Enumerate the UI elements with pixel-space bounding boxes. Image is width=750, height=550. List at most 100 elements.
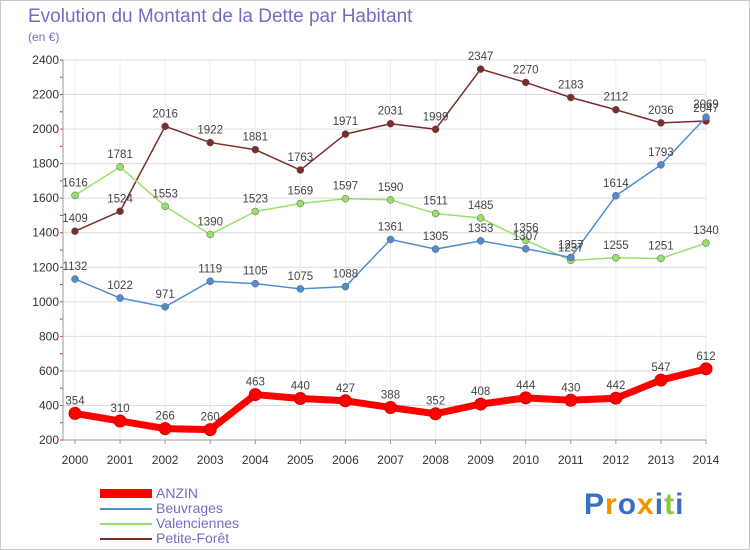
x-tick-label: 2006	[332, 453, 359, 467]
data-point-petite-for-t	[567, 93, 575, 102]
y-tick-label: 200	[39, 433, 59, 447]
legend-label-anzin: ANZIN	[156, 485, 198, 501]
x-tick-label: 2003	[197, 453, 224, 467]
logo-letter: o	[617, 488, 638, 521]
legend-item-anzin: ANZIN	[100, 486, 239, 501]
y-tick-label: 2200	[32, 88, 59, 102]
data-label-beuvrages: 971	[156, 289, 175, 301]
x-tick-label: 2001	[107, 453, 134, 467]
data-point-anzin	[113, 414, 127, 428]
y-tick-label: 400	[39, 398, 59, 412]
legend-label-beuvrages: Beuvrages	[156, 500, 223, 516]
data-point-anzin	[699, 362, 713, 376]
legend-item-valenciennes: Valenciennes	[100, 516, 239, 531]
x-tick-label: 2014	[693, 453, 720, 467]
data-point-anzin	[68, 406, 82, 420]
data-label-anzin: 440	[291, 381, 310, 393]
y-tick-label: 2000	[32, 122, 59, 136]
x-tick-label: 2007	[377, 453, 404, 467]
data-point-anzin	[654, 373, 668, 387]
data-point-anzin	[158, 422, 172, 436]
data-label-valenciennes: 1356	[513, 222, 539, 234]
logo-letter: r	[605, 488, 618, 521]
data-point-beuvrages	[476, 237, 485, 245]
x-tick-label: 2013	[648, 453, 675, 467]
data-label-beuvrages: 1105	[243, 266, 268, 278]
data-point-beuvrages	[386, 235, 395, 244]
data-label-petite-for-t: 2112	[603, 92, 628, 104]
data-point-valenciennes	[161, 202, 169, 211]
data-label-valenciennes: 1569	[288, 186, 314, 198]
data-point-anzin	[338, 394, 352, 408]
data-label-anzin: 408	[471, 386, 490, 398]
data-label-beuvrages: 1257	[558, 239, 584, 251]
logo-letter: t	[664, 488, 676, 521]
x-tick-label: 2008	[422, 453, 449, 467]
logo-letter: i	[654, 488, 665, 521]
data-label-valenciennes: 1340	[693, 225, 719, 237]
data-point-beuvrages	[296, 285, 305, 293]
y-tick-label: 1000	[32, 295, 59, 309]
data-label-valenciennes: 1597	[333, 181, 359, 193]
data-point-beuvrages	[702, 113, 710, 121]
data-point-beuvrages	[116, 294, 124, 302]
legend-label-valenciennes: Valenciennes	[156, 515, 240, 531]
data-point-petite-for-t	[116, 207, 124, 216]
data-label-beuvrages: 1793	[648, 147, 674, 159]
x-tick-label: 2011	[558, 453, 584, 467]
data-label-petite-for-t: 1409	[62, 213, 88, 225]
data-label-petite-for-t: 1524	[107, 193, 133, 205]
data-label-petite-for-t: 2183	[558, 79, 584, 91]
data-point-beuvrages	[657, 161, 665, 169]
data-point-anzin	[248, 388, 262, 402]
data-point-beuvrages	[567, 253, 575, 262]
data-label-petite-for-t: 2047	[693, 103, 719, 115]
data-point-petite-for-t	[386, 119, 395, 128]
data-label-anzin: 463	[246, 377, 265, 389]
data-label-anzin: 310	[110, 403, 129, 415]
data-label-beuvrages: 1361	[378, 221, 404, 233]
data-point-valenciennes	[386, 196, 395, 204]
data-point-petite-for-t	[476, 65, 485, 73]
data-label-petite-for-t: 2347	[468, 51, 494, 63]
legend-label-petite-foret: Petite-Forêt	[156, 530, 230, 546]
data-point-anzin	[519, 391, 533, 405]
data-label-beuvrages: 1614	[603, 178, 629, 190]
data-label-valenciennes: 1237	[558, 242, 584, 254]
data-point-beuvrages	[71, 275, 79, 283]
data-point-petite-for-t	[521, 78, 530, 87]
legend-swatch-beuvrages	[100, 507, 152, 510]
data-point-valenciennes	[206, 230, 214, 239]
data-label-petite-for-t: 2036	[648, 105, 674, 117]
data-point-anzin	[564, 393, 578, 407]
data-point-anzin	[474, 397, 488, 411]
data-label-anzin: 442	[606, 380, 625, 392]
data-label-anzin: 444	[516, 380, 536, 392]
data-point-valenciennes	[116, 163, 124, 171]
data-label-valenciennes: 1616	[62, 177, 88, 189]
data-label-anzin: 612	[696, 351, 715, 363]
proxiti-logo: Proxiti	[584, 488, 684, 522]
data-point-valenciennes	[521, 236, 530, 245]
y-tick-label: 1800	[32, 157, 59, 171]
chart-legend: ANZIN Beuvrages Valenciennes Petite-Forê…	[100, 486, 239, 546]
data-point-anzin	[609, 391, 623, 405]
x-tick-label: 2000	[62, 453, 89, 467]
data-label-anzin: 354	[65, 395, 85, 407]
x-tick-label: 2012	[603, 453, 630, 467]
data-point-valenciennes	[71, 191, 79, 200]
legend-item-beuvrages: Beuvrages	[100, 501, 239, 516]
data-label-valenciennes: 1255	[603, 240, 629, 252]
data-point-valenciennes	[476, 214, 485, 222]
chart-subtitle: (en €)	[28, 30, 60, 44]
data-label-beuvrages: 1088	[333, 269, 359, 281]
data-label-valenciennes: 1590	[378, 182, 404, 194]
data-label-beuvrages: 1305	[423, 231, 449, 243]
data-label-anzin: 260	[201, 412, 220, 424]
data-point-petite-for-t	[657, 119, 665, 127]
y-tick-label: 1400	[32, 226, 59, 240]
x-tick-label: 2005	[287, 453, 314, 467]
data-point-beuvrages	[341, 282, 350, 291]
